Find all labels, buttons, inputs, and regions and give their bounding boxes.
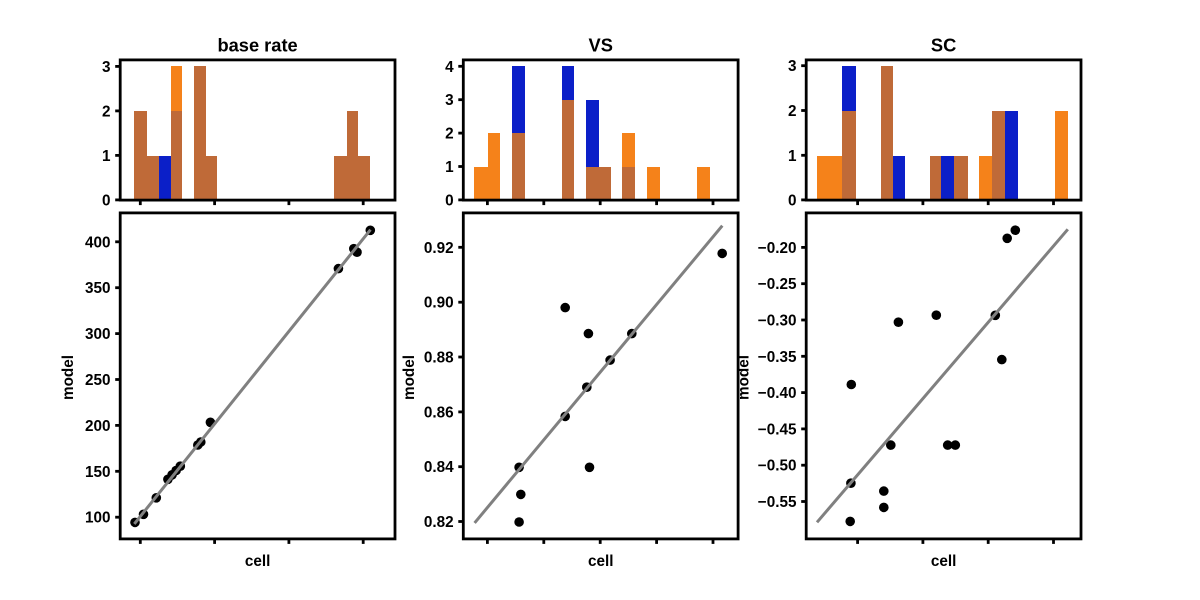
svg-text:cell: cell [245,553,271,570]
svg-text:100: 100 [85,510,111,527]
svg-text:SC: SC [931,34,956,55]
svg-text:−0.50: −0.50 [758,458,797,475]
svg-text:2: 2 [445,126,454,143]
svg-text:cell: cell [931,553,957,570]
svg-text:200: 200 [85,418,111,435]
svg-text:3: 3 [445,92,454,109]
svg-text:1: 1 [788,148,797,165]
svg-text:1: 1 [102,148,111,165]
svg-text:model: model [60,355,77,400]
svg-text:0.84: 0.84 [424,459,454,476]
svg-text:150: 150 [85,464,111,481]
svg-text:2: 2 [788,103,797,120]
svg-text:250: 250 [85,372,111,389]
svg-text:300: 300 [85,326,111,343]
svg-text:0.90: 0.90 [424,295,454,312]
svg-text:1: 1 [445,159,454,176]
svg-text:−0.40: −0.40 [758,385,797,402]
svg-text:VS: VS [589,34,613,55]
svg-text:3: 3 [102,59,111,76]
svg-text:−0.35: −0.35 [758,349,797,366]
svg-text:2: 2 [102,103,111,120]
svg-text:0.92: 0.92 [424,240,454,257]
svg-text:0.82: 0.82 [424,514,454,531]
svg-text:0: 0 [102,192,111,209]
svg-text:−0.25: −0.25 [758,276,797,293]
svg-text:model: model [401,355,418,400]
svg-text:0: 0 [788,192,797,209]
svg-text:400: 400 [85,234,111,251]
svg-text:0: 0 [445,192,454,209]
svg-text:−0.30: −0.30 [758,313,797,330]
svg-text:−0.55: −0.55 [758,494,797,511]
svg-text:cell: cell [588,553,614,570]
svg-text:−0.20: −0.20 [758,240,797,257]
svg-text:model: model [736,355,753,400]
svg-text:0.88: 0.88 [424,350,454,367]
svg-text:0.86: 0.86 [424,404,454,421]
svg-text:4: 4 [445,59,454,76]
svg-text:−0.45: −0.45 [758,421,797,438]
svg-text:3: 3 [788,58,797,75]
svg-text:350: 350 [85,280,111,297]
svg-text:base rate: base rate [217,34,297,55]
